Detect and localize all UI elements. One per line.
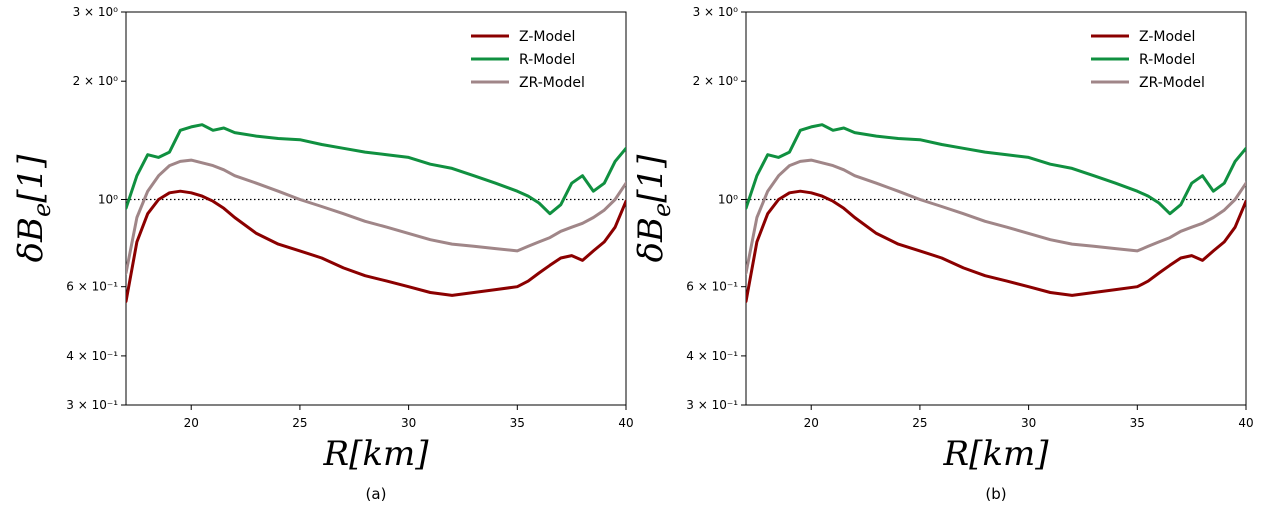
legend-label-z-model: Z-Model [1139,29,1195,45]
legend-label-zr-model: ZR-Model [519,75,585,91]
y-tick-label: 6 × 10⁻¹ [686,280,738,294]
x-tick-label: 35 [510,416,525,430]
caption: (b) [985,485,1006,503]
y-tick-label: 4 × 10⁻¹ [66,349,118,363]
y-tick-label: 3 × 10⁰ [693,5,739,19]
x-tick-label: 40 [618,416,633,430]
series-line-zr-model [746,158,1246,275]
plot-frame [745,11,1247,406]
y-tick-label: 6 × 10⁻¹ [66,280,118,294]
legend-label-r-model: R-Model [1139,52,1195,68]
x-axis-label: R[km] [943,434,1050,474]
x-tick-label: 25 [912,416,927,430]
chart-panel-a: 3 × 10⁰ 2 × 10⁰ 10⁰ 6 × 10⁻¹ 4 × 10⁻¹ 3 × 10⁻… [0,0,638,512]
y-axis-label: δBe[1] [631,154,676,263]
x-tick-label: 35 [1130,416,1145,430]
y-tick-label: 10⁰ [98,193,118,207]
legend-label-zr-model: ZR-Model [1139,75,1205,91]
x-axis-label: R[km] [323,434,430,474]
y-tick-label: 3 × 10⁻¹ [686,398,738,412]
y-tick-label: 4 × 10⁻¹ [686,349,738,363]
x-tick-label: 20 [184,416,199,430]
x-tick-label: 30 [401,416,416,430]
x-tick-label: 30 [1021,416,1036,430]
series-line-r-model [746,123,1246,216]
y-tick-label: 2 × 10⁰ [693,74,739,88]
legend-label-r-model: R-Model [519,52,575,68]
legend-label-z-model: Z-Model [519,29,575,45]
series-line-z-model [746,189,1246,303]
y-axis-label: δBe[1] [11,154,56,263]
y-tick-label: 2 × 10⁰ [73,74,119,88]
plot-frame [125,11,627,406]
caption: (a) [366,485,387,503]
y-tick-label: 3 × 10⁻¹ [66,398,118,412]
chart-b-svg: 3 × 10⁰ 2 × 10⁰ 10⁰ 6 × 10⁻¹ 4 × 10⁻¹ 3 × 10⁻… [631,5,1254,503]
chart-a-svg: 3 × 10⁰ 2 × 10⁰ 10⁰ 6 × 10⁻¹ 4 × 10⁻¹ 3 × 10⁻… [11,5,634,503]
series-line-r-model [126,123,626,216]
x-tick-label: 20 [804,416,819,430]
x-tick-label: 40 [1238,416,1253,430]
chart-panel-b: 3 × 10⁰ 2 × 10⁰ 10⁰ 6 × 10⁻¹ 4 × 10⁻¹ 3 × 10⁻… [620,0,1258,512]
series-line-z-model [126,189,626,303]
series-line-zr-model [126,158,626,275]
y-tick-label: 3 × 10⁰ [73,5,119,19]
x-tick-label: 25 [292,416,307,430]
y-tick-label: 10⁰ [718,193,738,207]
